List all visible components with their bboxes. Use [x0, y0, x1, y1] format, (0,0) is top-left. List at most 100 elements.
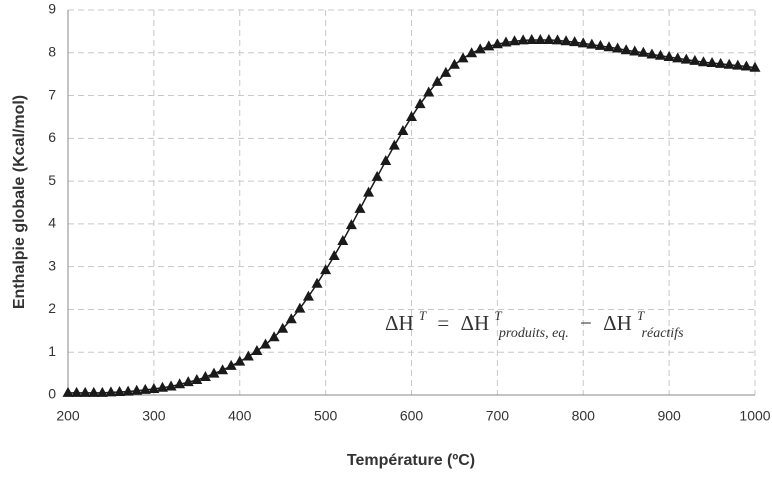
- annotation-part: T: [637, 308, 645, 323]
- marker: [182, 376, 194, 387]
- marker: [285, 313, 297, 324]
- plot: 0 1 2 3 4 5 6 7 8 9 200 300 400 500 600 700 800 900 1000: [48, 1, 771, 424]
- marker: [509, 35, 521, 46]
- marker: [79, 386, 91, 397]
- x-tick-label: 700: [486, 408, 510, 424]
- marker: [680, 53, 692, 64]
- marker: [71, 386, 83, 397]
- marker: [500, 36, 512, 47]
- marker: [251, 344, 263, 355]
- marker: [560, 35, 572, 46]
- marker: [526, 33, 538, 44]
- marker: [431, 75, 443, 86]
- marker: [483, 40, 495, 51]
- marker: [543, 33, 555, 44]
- x-tick-label: 400: [228, 408, 252, 424]
- marker: [165, 380, 177, 391]
- annotation-part: T: [494, 308, 502, 323]
- marker: [234, 355, 246, 366]
- marker: [156, 381, 168, 392]
- y-tick-label: 4: [48, 215, 56, 231]
- marker: [414, 98, 426, 109]
- marker: [122, 385, 134, 396]
- annotation-part: −: [580, 311, 592, 335]
- marker: [577, 37, 589, 48]
- marker: [732, 59, 744, 70]
- y-tick-label: 5: [48, 172, 56, 188]
- marker: [277, 322, 289, 333]
- marker: [131, 384, 143, 395]
- marker: [697, 56, 709, 67]
- marker: [551, 34, 563, 45]
- marker: [191, 374, 203, 385]
- x-tick-label: 200: [56, 408, 80, 424]
- marker: [217, 364, 229, 375]
- y-tick-label: 1: [48, 343, 56, 359]
- annotation-part: ΔH: [603, 311, 632, 335]
- marker: [603, 41, 615, 52]
- marker: [637, 46, 649, 57]
- marker: [440, 66, 452, 77]
- y-tick-label: 3: [48, 257, 56, 273]
- marker: [242, 350, 254, 361]
- marker: [363, 186, 375, 197]
- marker: [260, 338, 272, 349]
- marker: [457, 52, 469, 63]
- marker: [105, 386, 117, 397]
- marker: [354, 202, 366, 213]
- marker: [268, 331, 280, 342]
- marker: [466, 47, 478, 58]
- marker: [328, 249, 340, 260]
- annotation-part: T: [419, 308, 427, 323]
- y-axis-title: Enthalpie globale (Kcal/mol): [11, 95, 28, 309]
- marker: [663, 51, 675, 62]
- y-tick-label: 2: [48, 300, 56, 316]
- marker: [388, 139, 400, 150]
- annotation-part: produits, eq.: [498, 326, 569, 341]
- annotation-part: =: [437, 311, 449, 335]
- marker: [302, 290, 314, 301]
- marker: [629, 45, 641, 56]
- y-tick-label: 8: [48, 43, 56, 59]
- marker: [423, 86, 435, 97]
- marker: [139, 383, 151, 394]
- marker: [706, 57, 718, 68]
- marker: [723, 58, 735, 69]
- marker: [612, 42, 624, 53]
- x-tick-label: 600: [400, 408, 424, 424]
- marker: [114, 386, 126, 397]
- marker: [594, 39, 606, 50]
- marker: [672, 52, 684, 63]
- marker: [474, 43, 486, 54]
- marker: [345, 219, 357, 230]
- marker: [586, 38, 598, 49]
- x-tick-label: 1000: [739, 408, 770, 424]
- annotation-part: réactifs: [642, 326, 685, 341]
- marker: [534, 33, 546, 44]
- x-tick-label: 800: [572, 408, 596, 424]
- marker: [397, 125, 409, 136]
- marker: [320, 264, 332, 275]
- marker: [689, 54, 701, 65]
- marker: [208, 367, 220, 378]
- y-tick-label: 9: [48, 1, 56, 17]
- annotation-part: ΔH: [385, 311, 414, 335]
- marker: [380, 155, 392, 166]
- y-tick-label: 0: [48, 386, 56, 402]
- x-tick-label: 500: [314, 408, 338, 424]
- marker: [406, 110, 417, 121]
- marker: [96, 386, 108, 397]
- x-tick-label: 300: [142, 408, 166, 424]
- marker: [311, 277, 323, 288]
- y-tick-label: 6: [48, 129, 56, 145]
- marker: [749, 61, 761, 72]
- marker: [715, 57, 727, 68]
- marker: [620, 44, 632, 55]
- marker: [646, 48, 658, 59]
- marker: [199, 371, 211, 382]
- marker: [740, 60, 752, 71]
- marker: [174, 378, 186, 389]
- marker: [569, 36, 581, 47]
- marker: [294, 302, 306, 313]
